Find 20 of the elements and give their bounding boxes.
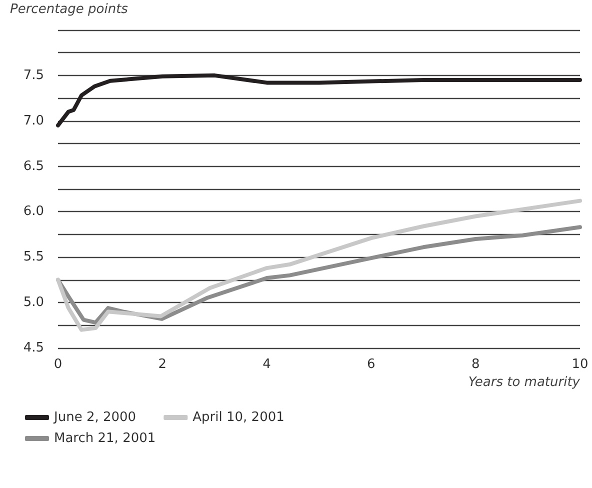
text: 6.0 — [23, 204, 44, 220]
y-tick-label: 5.5 — [23, 250, 44, 265]
x-axis-title: Years to maturity — [468, 375, 580, 390]
x-tick-label: 10 — [572, 357, 588, 372]
line-series — [56, 73, 582, 128]
legend-label: April 10, 2001 — [192, 410, 284, 425]
x-tick-label: 2 — [158, 357, 167, 372]
line-series — [56, 198, 582, 332]
x-tick-label: 8 — [471, 357, 480, 372]
text: 7.0 — [23, 113, 44, 128]
y-axis-title: Percentage points — [10, 2, 128, 17]
legend-label: June 2, 2000 — [53, 410, 136, 425]
y-tick-label: 7.5 — [23, 68, 44, 83]
y-tick-label: 6.5 — [23, 158, 44, 174]
text: 5.0 — [23, 295, 44, 310]
x-tick-label: 0 — [54, 357, 62, 372]
legend-label: March 21, 2001 — [54, 431, 156, 446]
x-tick-label: 4 — [262, 357, 271, 372]
x-tick-label: 6 — [367, 357, 376, 372]
y-tick-label: 4.5 — [23, 340, 44, 356]
